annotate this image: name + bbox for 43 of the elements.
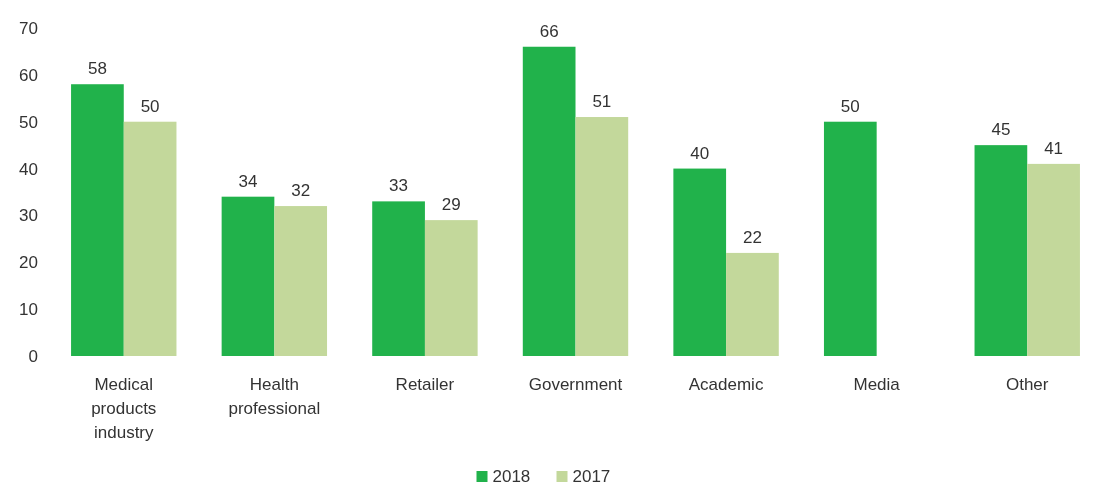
x-tick-label: Other <box>1005 375 1049 394</box>
data-label: 40 <box>690 143 710 163</box>
bar <box>575 117 629 356</box>
y-tick-label: 40 <box>19 159 38 179</box>
y-tick-label: 0 <box>28 346 38 366</box>
bar <box>1027 163 1080 356</box>
bar <box>974 145 1028 356</box>
bar <box>274 206 328 356</box>
y-tick-label: 30 <box>19 206 38 226</box>
data-label: 58 <box>87 59 107 79</box>
data-label: 33 <box>389 176 409 196</box>
data-label: 22 <box>742 227 762 247</box>
x-tick-label: Health professional <box>228 375 321 418</box>
data-label: 50 <box>140 96 160 116</box>
data-label: 41 <box>1044 138 1064 158</box>
x-tick-label: Medical products industry <box>91 375 157 442</box>
data-label: 45 <box>991 120 1011 140</box>
data-label: 51 <box>592 92 612 112</box>
y-tick-label: 70 <box>19 18 38 38</box>
y-tick-label: 20 <box>19 253 38 273</box>
x-tick-label: Media <box>853 375 901 394</box>
legend-label: 2018 <box>492 467 531 486</box>
x-tick-label: Government <box>528 375 623 394</box>
bar <box>71 84 124 356</box>
y-tick-label: 60 <box>19 65 38 85</box>
data-label: 50 <box>840 96 860 116</box>
data-label: 29 <box>441 195 461 215</box>
bar <box>673 168 727 356</box>
x-tick-label: Academic <box>688 375 764 394</box>
bar <box>221 196 275 356</box>
bar <box>123 121 177 356</box>
bar <box>372 201 425 356</box>
bar <box>823 121 877 356</box>
data-label: 34 <box>238 171 258 191</box>
x-tick-label: Retailer <box>395 375 455 394</box>
data-label: 66 <box>539 21 559 41</box>
y-tick-label: 50 <box>19 112 38 132</box>
data-label: 32 <box>291 181 311 201</box>
bar <box>424 220 478 356</box>
bar <box>726 252 779 356</box>
legend-label: 2017 <box>572 467 611 486</box>
y-tick-label: 10 <box>19 300 38 320</box>
bar <box>522 46 576 356</box>
